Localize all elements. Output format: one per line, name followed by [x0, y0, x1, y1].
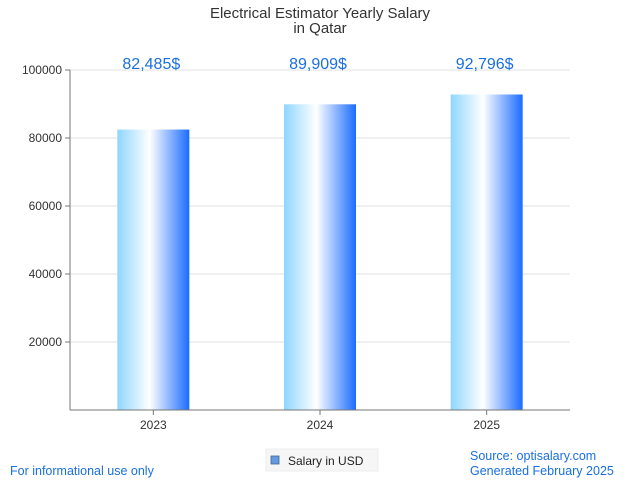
- legend[interactable]: Salary in USD: [265, 448, 379, 472]
- y-tick-label: 20000: [29, 335, 63, 349]
- data-label-layer: 82,485$ 89,909$ 92,796$: [122, 56, 513, 73]
- chart-title-line-1: Electrical Estimator Yearly Salary: [210, 5, 431, 22]
- x-tick-label-2023: 2023: [140, 418, 167, 432]
- y-tick-label: 60000: [29, 199, 63, 213]
- legend-swatch-icon[interactable]: [270, 455, 280, 465]
- y-tick-label: 80000: [29, 131, 63, 145]
- x-axis-tick-labels: 2023 2024 2025: [140, 410, 500, 432]
- x-tick-label-2025: 2025: [473, 418, 500, 432]
- bar-2024[interactable]: [284, 104, 356, 411]
- source-link[interactable]: Source: optisalary.com: [470, 449, 596, 463]
- disclaimer-text: For informational use only: [10, 464, 155, 478]
- bar-layer: [117, 94, 523, 411]
- data-label-2025: 92,796$: [456, 56, 514, 73]
- y-axis-tick-labels: 20000 40000 60000 80000 100000: [22, 63, 62, 349]
- bar-2025[interactable]: [450, 94, 523, 411]
- legend-background: [265, 448, 379, 472]
- y-tick-label: 100000: [22, 63, 62, 77]
- generated-date-text: Generated February 2025: [470, 464, 614, 478]
- data-label-2024: 89,909$: [289, 56, 347, 73]
- data-label-2023: 82,485$: [122, 56, 180, 73]
- legend-label[interactable]: Salary in USD: [288, 454, 364, 468]
- x-tick-label-2024: 2024: [307, 418, 334, 432]
- chart-title-line-2: in Qatar: [293, 20, 346, 37]
- y-tick-label: 40000: [29, 267, 63, 281]
- bar-2023[interactable]: [117, 129, 190, 410]
